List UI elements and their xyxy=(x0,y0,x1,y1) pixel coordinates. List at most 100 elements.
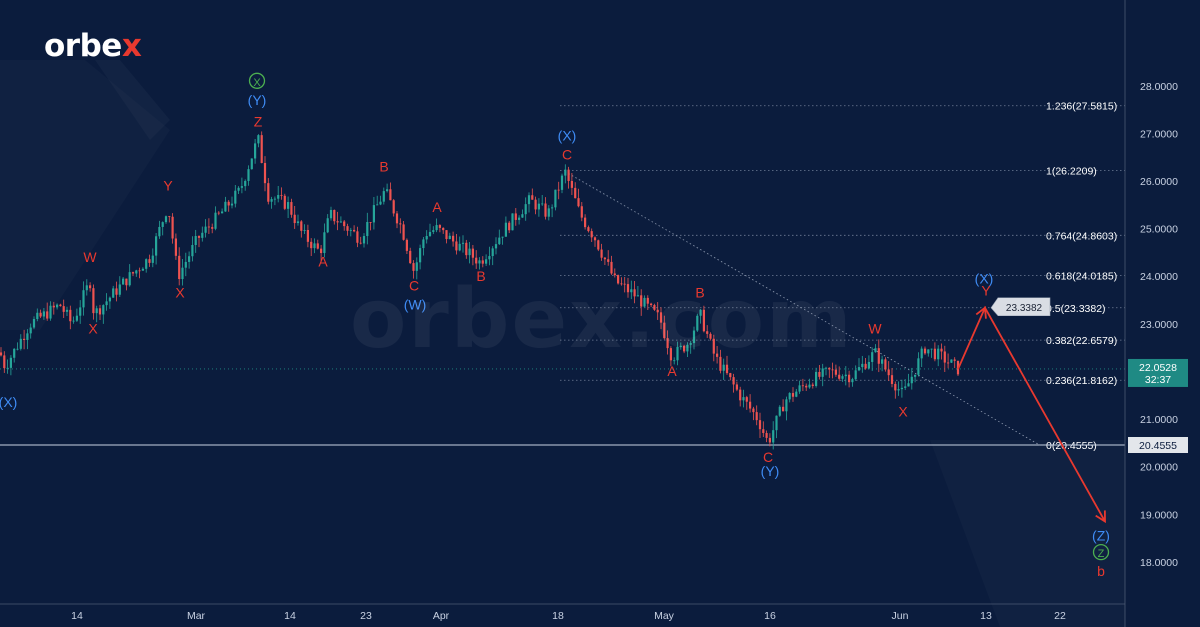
x-tick-9: 13 xyxy=(980,610,992,622)
fib-label-3: 0.618(24.0185) xyxy=(1046,270,1117,282)
candle-body-245 xyxy=(808,384,811,388)
candle-body-51 xyxy=(168,216,171,218)
candle-body-272 xyxy=(897,389,900,391)
candle-body-206 xyxy=(679,345,682,347)
candle-body-251 xyxy=(828,367,831,370)
wave-label-3: Y xyxy=(163,178,173,194)
candle-body-126 xyxy=(415,262,418,271)
candle-body-151 xyxy=(498,237,501,245)
candle-body-231 xyxy=(762,429,765,433)
y-tick-8: 20.0000 xyxy=(1140,462,1178,474)
candle-body-104 xyxy=(343,221,346,227)
candle-body-207 xyxy=(683,345,686,352)
candle-body-285 xyxy=(940,348,943,352)
candle-body-134 xyxy=(442,227,445,231)
candle-body-88 xyxy=(290,202,293,215)
candle-body-222 xyxy=(732,377,735,385)
forecast-arrowhead-down xyxy=(1095,510,1106,524)
candle-body-264 xyxy=(871,352,874,362)
candle-body-138 xyxy=(455,241,458,251)
candle-body-22 xyxy=(72,320,75,322)
candle-body-14 xyxy=(46,311,49,319)
candle-body-100 xyxy=(329,209,333,219)
candle-body-216 xyxy=(712,338,715,354)
candle-body-109 xyxy=(359,242,362,244)
candle-body-85 xyxy=(280,195,283,196)
candle-body-233 xyxy=(768,437,771,443)
candle-body-87 xyxy=(287,202,290,209)
candle-body-166 xyxy=(547,208,550,217)
fib-label-4: 0.5(23.3382) xyxy=(1046,303,1106,315)
candle-body-74 xyxy=(244,180,247,187)
candle-body-9 xyxy=(29,327,32,334)
candle-body-146 xyxy=(481,260,484,264)
candle-body-242 xyxy=(798,385,801,392)
wave-circle-5 xyxy=(248,72,266,89)
forecast-arrowhead-up xyxy=(975,306,987,319)
candle-body-252 xyxy=(831,369,834,371)
candle-body-119 xyxy=(392,200,395,214)
candle-body-168 xyxy=(554,189,557,208)
candle-body-172 xyxy=(567,169,570,181)
candle-body-145 xyxy=(478,260,481,264)
candle-body-3 xyxy=(9,357,12,368)
y-tick-10: 18.0000 xyxy=(1140,557,1178,569)
candle-body-217 xyxy=(716,353,719,357)
candle-body-257 xyxy=(848,374,851,383)
y-tick-1: 27.0000 xyxy=(1140,128,1178,140)
candle-body-230 xyxy=(758,420,762,430)
candle-body-256 xyxy=(844,374,847,377)
candle-body-214 xyxy=(706,331,709,334)
candle-body-17 xyxy=(56,304,59,308)
wave-label-22: (X) xyxy=(975,270,994,286)
candle-body-94 xyxy=(310,241,313,249)
candle-body-240 xyxy=(791,393,795,397)
candle-body-176 xyxy=(580,206,583,218)
candle-body-125 xyxy=(412,263,415,271)
candle-body-79 xyxy=(260,135,263,164)
candle-body-220 xyxy=(725,364,729,374)
candle-body-124 xyxy=(409,250,412,264)
wave-label-4: X xyxy=(175,285,185,301)
candle-body-107 xyxy=(353,229,356,232)
candle-body-173 xyxy=(570,180,573,188)
candles xyxy=(0,131,960,450)
x-tick-7: 16 xyxy=(764,610,776,622)
candle-body-288 xyxy=(950,359,953,363)
candle-body-279 xyxy=(920,348,923,359)
candle-body-205 xyxy=(676,346,679,361)
wave-circle-25 xyxy=(1092,544,1110,561)
candle-body-212 xyxy=(699,309,702,316)
candle-body-215 xyxy=(709,333,712,339)
candle-body-46 xyxy=(151,255,154,263)
candle-body-52 xyxy=(171,216,174,239)
candle-body-142 xyxy=(468,248,471,256)
candle-body-105 xyxy=(346,226,349,231)
candle-body-277 xyxy=(914,374,917,377)
candle-body-247 xyxy=(815,371,818,386)
candle-body-181 xyxy=(597,240,600,250)
candle-body-81 xyxy=(267,183,270,202)
candle-body-236 xyxy=(778,406,781,416)
candle-body-37 xyxy=(122,278,125,285)
candle-body-112 xyxy=(369,221,372,223)
candle-body-274 xyxy=(904,386,907,388)
candle-body-41 xyxy=(135,270,138,274)
wave-label-5: X xyxy=(253,77,261,89)
candle-body-4 xyxy=(13,348,16,358)
candle-body-182 xyxy=(600,249,603,258)
candle-body-232 xyxy=(765,432,768,438)
wave-label-17: A xyxy=(667,363,677,379)
candle-body-97 xyxy=(320,248,323,254)
candle-body-280 xyxy=(923,348,927,354)
forecast-path: 23.3382 xyxy=(957,297,1106,524)
wave-label-16: B xyxy=(695,285,704,301)
candle-body-150 xyxy=(494,244,498,249)
candle-body-259 xyxy=(854,370,857,380)
candle-body-36 xyxy=(118,284,121,295)
current-price-timer: 32:37 xyxy=(1145,374,1171,386)
watermark: orbex.com xyxy=(350,272,854,367)
candle-body-228 xyxy=(752,408,755,413)
candle-body-224 xyxy=(739,389,742,401)
